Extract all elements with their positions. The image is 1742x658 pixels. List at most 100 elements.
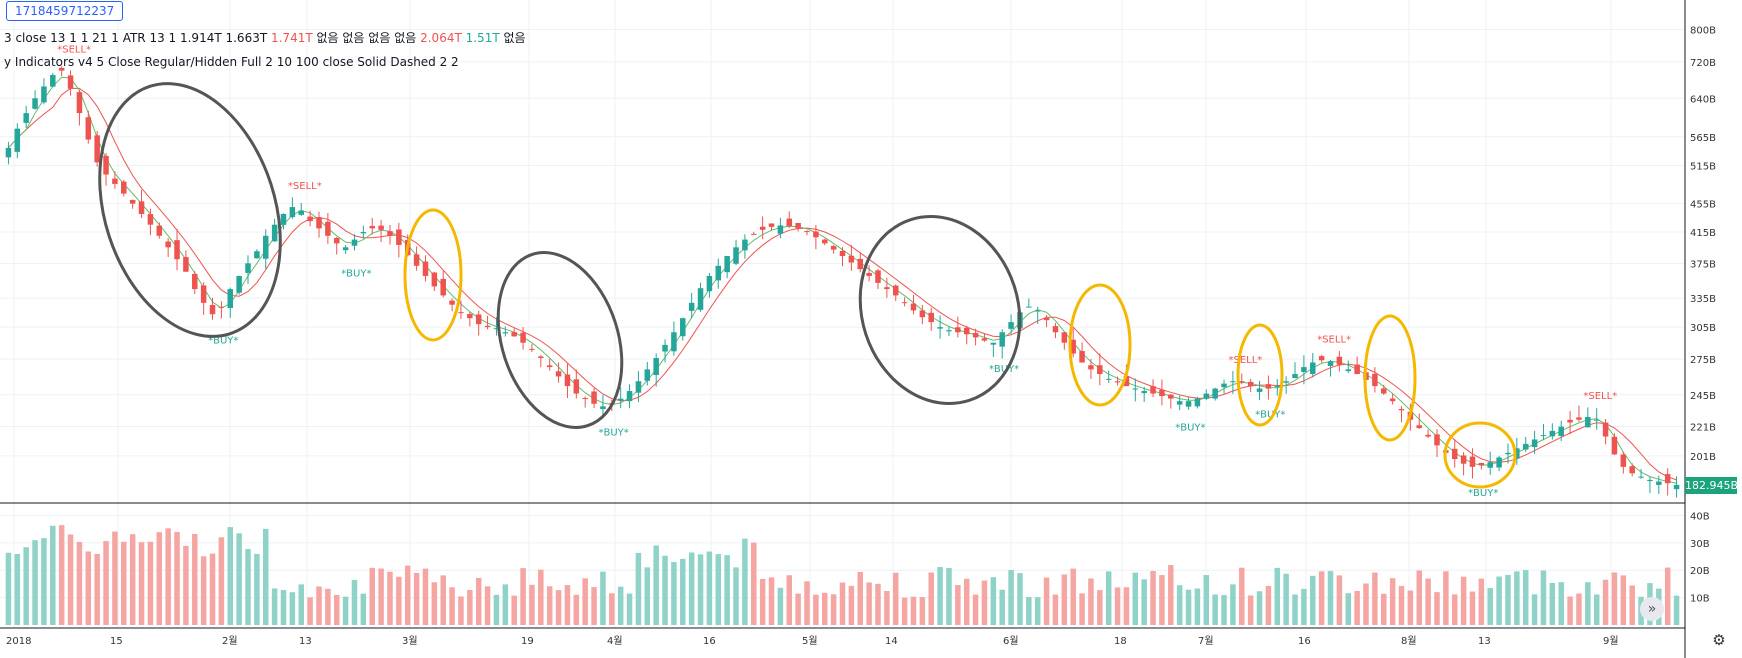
volume-bar xyxy=(183,545,189,625)
candle-body xyxy=(626,391,633,402)
volume-tick-label: 10B xyxy=(1690,594,1710,605)
candle-body xyxy=(50,75,56,87)
volume-bar xyxy=(378,568,384,625)
volume-bar xyxy=(1265,585,1272,625)
legend-value: 없음 xyxy=(394,31,420,45)
candle-body xyxy=(333,237,340,244)
price-tick-label: 221B xyxy=(1690,423,1716,434)
time-tick-label: 16 xyxy=(703,636,716,647)
candle-body xyxy=(529,348,535,350)
volume-bar xyxy=(1105,571,1112,625)
candle-body xyxy=(1141,391,1147,394)
candle-body xyxy=(1354,364,1360,375)
volume-bar xyxy=(742,538,748,625)
candle-body xyxy=(467,314,473,319)
volume-bar xyxy=(103,541,109,625)
volume-bar xyxy=(280,590,287,625)
candle-body xyxy=(1185,401,1192,407)
candle-body xyxy=(67,75,74,89)
volume-bar xyxy=(1460,576,1467,625)
candle-body xyxy=(1647,479,1653,482)
time-axis[interactable]: 2018 15 2월 13 3월 19 4월 16 5월 14 6월 18 7월 16 8월 13 9월 xyxy=(6,635,1619,647)
candle-body xyxy=(1505,452,1511,455)
volume-bar xyxy=(1496,576,1502,625)
volume-bar xyxy=(928,572,934,625)
volume-bar xyxy=(680,558,686,625)
volume-bar xyxy=(1088,578,1094,625)
volume-bar xyxy=(404,565,411,625)
volume-bar xyxy=(804,581,810,625)
candle-body xyxy=(1221,383,1227,388)
symbol-label[interactable]: 1718459712237 xyxy=(6,1,124,21)
buy-signal: *BUY* xyxy=(341,268,371,279)
candle-body xyxy=(1398,408,1405,411)
volume-bar xyxy=(1549,582,1556,625)
price-tick-label: 800B xyxy=(1690,25,1716,36)
candle-body xyxy=(58,67,65,71)
volume-bar xyxy=(5,552,12,625)
candle-body xyxy=(156,225,163,236)
volume-bar xyxy=(963,578,970,625)
volume-bar xyxy=(298,584,304,625)
volume-bar xyxy=(1097,590,1103,625)
legend-value: 없음 xyxy=(316,31,342,45)
volume-bar xyxy=(1247,595,1254,625)
indicator-legend-name[interactable]: y Indicators v4 5 Close Regular/Hidden F… xyxy=(4,55,459,69)
candle-body xyxy=(1487,462,1493,468)
candle-body xyxy=(1469,456,1476,467)
legend-value: 1.51T xyxy=(466,31,504,45)
volume-bar xyxy=(156,532,163,625)
candle-body xyxy=(1416,425,1422,429)
candle-body xyxy=(200,285,207,303)
volume-bar xyxy=(1345,593,1352,625)
volume-bar xyxy=(919,597,926,625)
candle-body xyxy=(999,332,1005,347)
volume-bar xyxy=(1052,594,1059,625)
volume-bar xyxy=(67,534,74,625)
volume-bar xyxy=(1416,570,1422,625)
volume-bar xyxy=(990,577,997,625)
yellow-annotation-circle xyxy=(1443,421,1517,489)
volume-bar xyxy=(1540,570,1547,625)
candle-body xyxy=(1310,362,1316,374)
candle-body xyxy=(617,398,624,401)
candle-body xyxy=(990,342,997,345)
price-tick-label: 515B xyxy=(1690,161,1716,172)
volume-bar xyxy=(813,594,819,625)
candlestick-series xyxy=(5,66,1680,498)
buy-signal: *BUY* xyxy=(1255,410,1285,421)
candle-body xyxy=(1602,422,1609,437)
sell-signal: *SELL* xyxy=(57,45,91,56)
candle-body xyxy=(600,406,606,410)
volume-bar xyxy=(1070,568,1076,625)
volume-axis[interactable]: 40B 30B 20B 10B xyxy=(1690,511,1710,604)
candle-body xyxy=(1008,322,1014,329)
volume-bar xyxy=(697,554,704,625)
candle-body xyxy=(192,273,198,290)
candle-body xyxy=(946,330,952,332)
last-price-badge: 182.945B xyxy=(1685,477,1739,494)
candle-body xyxy=(1638,476,1644,478)
volume-bar xyxy=(759,578,766,625)
candle-body xyxy=(236,275,242,293)
candle-body xyxy=(751,233,757,235)
volume-bar xyxy=(1301,588,1307,625)
volume-bar xyxy=(174,531,180,625)
candle-body xyxy=(1159,389,1165,397)
volume-bar xyxy=(706,551,713,625)
gear-icon[interactable]: ⚙ xyxy=(1712,631,1726,649)
candle-body xyxy=(1381,388,1387,394)
volume-bar xyxy=(307,597,313,625)
volume-bar xyxy=(546,586,553,625)
candle-body xyxy=(342,247,349,251)
price-axis[interactable]: 800B 720B 640B 565B 515B 455B 415B 375B 335B 305B… xyxy=(1690,25,1716,463)
yellow-annotation-circle xyxy=(1068,283,1132,407)
volume-bar xyxy=(901,597,908,625)
candle-body xyxy=(1620,454,1627,467)
volume-bar xyxy=(475,577,482,625)
candle-body xyxy=(1372,373,1378,387)
candle-body xyxy=(928,312,934,323)
volume-bar xyxy=(1558,582,1564,625)
double-chevron-right-icon[interactable]: » xyxy=(1640,597,1664,621)
